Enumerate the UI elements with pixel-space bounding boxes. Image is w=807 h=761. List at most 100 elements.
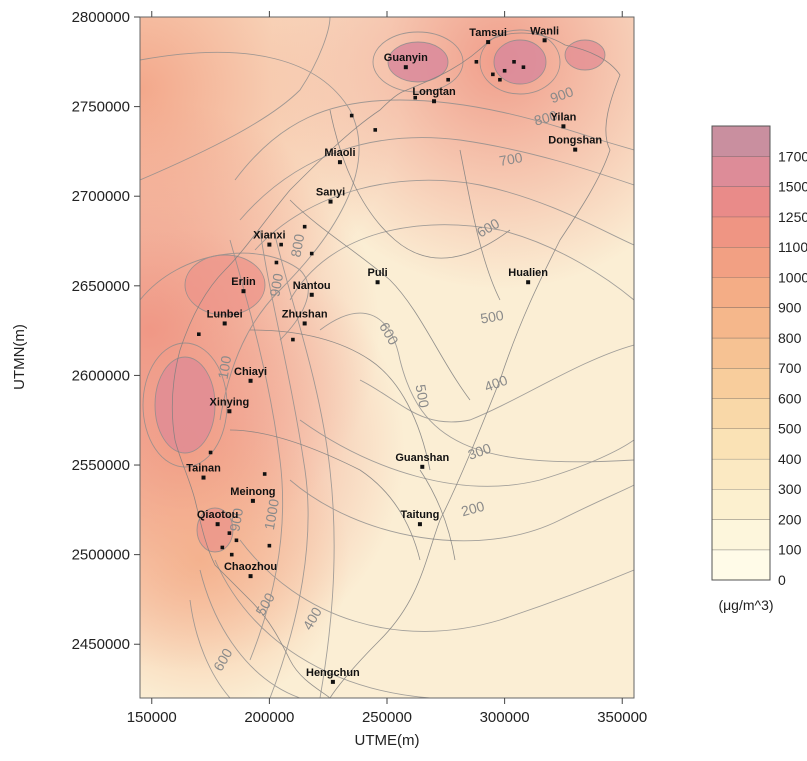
y-tick-label: 2450000: [72, 636, 130, 653]
station-marker: [521, 65, 526, 69]
legend-level-label: 300: [778, 481, 802, 497]
place-label: Guanyin: [384, 52, 428, 64]
place-label: Tainan: [186, 463, 221, 475]
station-marker: [498, 77, 502, 82]
legend-level-label: 1000: [778, 269, 807, 285]
boundary-4: [229, 429, 421, 561]
station-marker: [375, 280, 380, 285]
contour-label: 400: [482, 372, 510, 395]
legend-swatch: [712, 489, 770, 520]
station-marker: [491, 72, 495, 77]
color-legend: 0 100 200 300 400 500 600 700 800 900 1000 1100 1250…: [711, 125, 807, 588]
station-marker: [248, 378, 253, 383]
concentration-surface: [140, 17, 634, 698]
station-marker: [302, 321, 307, 326]
legend-swatch: [712, 156, 770, 187]
legend-level-label: 500: [778, 421, 802, 437]
y-tick-label: 2550000: [72, 457, 130, 474]
place-label: Lunbei: [207, 308, 243, 320]
legend-level-label: 1500: [778, 179, 807, 195]
station-marker: [502, 68, 507, 73]
place-label: Tamsui: [469, 27, 507, 39]
legend-swatch: [712, 428, 770, 459]
contour-label: 800: [287, 232, 307, 258]
place-label: Guanshan: [395, 452, 449, 464]
place-label: Taitung: [400, 509, 439, 521]
y-tick-label: 2650000: [72, 278, 130, 295]
place-label: Xianxi: [253, 230, 285, 242]
legend-swatch: [712, 216, 770, 248]
station-marker: [262, 472, 267, 476]
station-marker: [512, 60, 516, 64]
hotspot-xinying: [155, 357, 215, 453]
station-marker: [542, 38, 547, 43]
station-marker: [248, 574, 253, 579]
hotspot-erlin: [185, 255, 265, 315]
place-label: Dongshan: [548, 135, 602, 147]
contour-label: 800: [532, 107, 559, 129]
x-axis-title: UTME(m): [355, 732, 420, 749]
boundary-6: [419, 469, 456, 561]
y-tick-label: 2700000: [72, 188, 130, 205]
legend-level-label: 1250: [778, 209, 807, 225]
legend-swatch: [712, 277, 770, 308]
station-marker: [302, 224, 307, 229]
contour-label: 1000: [261, 497, 282, 531]
station-marker: [486, 40, 491, 45]
station-marker: [274, 260, 279, 265]
place-label: Zhushan: [282, 308, 328, 320]
y-tick-label: 2750000: [72, 99, 130, 116]
boundary-5: [459, 149, 501, 301]
place-label: Qiaotou: [197, 509, 239, 521]
place-label: Hualien: [508, 267, 548, 279]
place-label: Erlin: [231, 276, 256, 288]
legend-swatch: [712, 247, 770, 278]
legend-unit-label: (μg/m^3): [718, 597, 773, 613]
boundary-3: [249, 329, 431, 471]
x-tick-label: 200000: [244, 709, 294, 726]
place-label: Wanli: [530, 25, 559, 37]
station-marker: [227, 409, 232, 414]
legend-level-label: 900: [778, 300, 802, 316]
station-marker: [474, 60, 479, 64]
x-tick-label: 250000: [362, 709, 412, 726]
station-marker: [229, 552, 234, 557]
legend-swatch: [712, 398, 770, 429]
y-tick-label: 2800000: [72, 9, 130, 26]
station-marker: [241, 289, 246, 294]
x-tick-label: 150000: [127, 709, 177, 726]
taiwan-coastline: [171, 32, 621, 698]
station-marker: [417, 522, 422, 527]
place-label: Meinong: [230, 486, 275, 498]
station-marker: [267, 242, 272, 247]
station-marker: [373, 128, 378, 132]
contour-label: 900: [266, 272, 286, 298]
station-marker: [420, 464, 425, 469]
legend-swatch: [712, 549, 770, 580]
legend-swatch: [712, 126, 770, 157]
contour-label: 200: [459, 498, 486, 520]
place-label: Chaozhou: [224, 561, 277, 573]
station-marker: [446, 77, 450, 82]
station-marker: [220, 545, 225, 550]
legend-swatch: [712, 519, 770, 550]
legend-frame: [711, 125, 771, 581]
legend-level-label: 700: [778, 360, 802, 376]
legend-level-label: 400: [778, 451, 802, 467]
boundary-1: [329, 109, 511, 259]
legend-swatch: [712, 186, 770, 217]
x-tick-label: 350000: [597, 709, 647, 726]
station-marker: [250, 498, 255, 503]
station-marker: [573, 147, 578, 152]
place-label: Xinying: [210, 396, 250, 408]
place-label: Longtan: [412, 86, 456, 98]
place-label: Nantou: [293, 280, 331, 292]
legend-level-label: 1700: [778, 148, 807, 164]
station-marker: [291, 337, 295, 342]
legend-level-label: 600: [778, 390, 802, 406]
contour-label: 500: [413, 383, 433, 409]
legend-swatch: [712, 307, 770, 338]
